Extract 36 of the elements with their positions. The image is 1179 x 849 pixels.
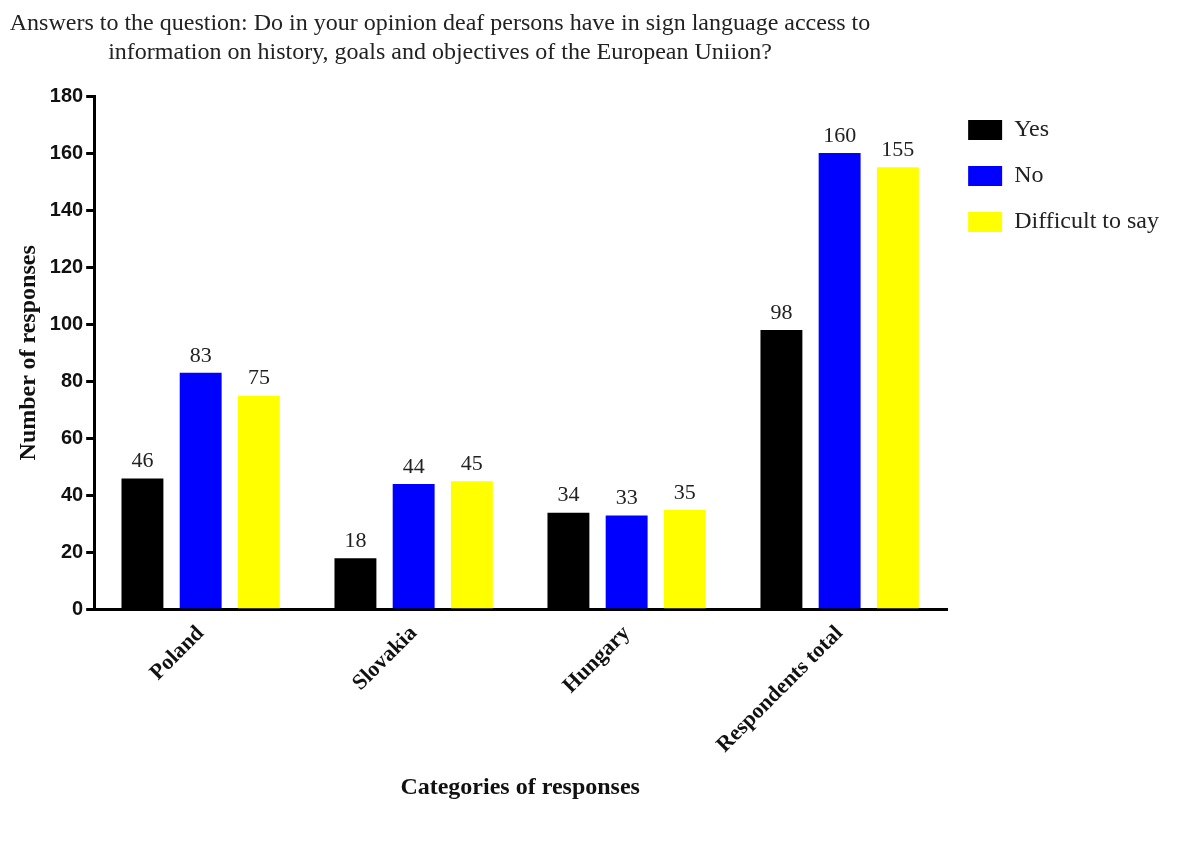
bar	[663, 509, 706, 609]
legend-label: Yes	[1014, 115, 1050, 142]
data-label: 45	[460, 450, 483, 476]
y-tick-label: 140	[49, 197, 84, 220]
data-label: 75	[247, 364, 270, 390]
data-label: 18	[344, 527, 367, 553]
data-label: 33	[615, 484, 638, 510]
data-label: 34	[557, 481, 580, 507]
bar	[818, 153, 861, 609]
x-axis-title: Categories of responses	[400, 772, 640, 799]
y-tick-label: 100	[49, 311, 84, 334]
bar	[605, 515, 648, 609]
bar	[179, 372, 222, 609]
data-label: 155	[881, 136, 915, 162]
y-tick-label: 60	[60, 425, 84, 448]
y-tick-label: 120	[49, 254, 84, 277]
chart-title: Answers to the question: Do in your opinion deaf persons have in sign language access to information on history, goals and objectives of the European Uniion?	[8, 8, 872, 66]
data-label: 35	[673, 478, 696, 504]
y-axis-title: Number of responses	[13, 245, 40, 461]
y-tick-label: 180	[49, 83, 84, 106]
data-label: 46	[131, 447, 154, 473]
y-tick-label: 160	[49, 140, 84, 163]
bar	[392, 484, 435, 609]
data-label: 160	[823, 121, 857, 147]
data-label: 44	[402, 452, 425, 478]
bar	[450, 481, 493, 609]
legend-label: No	[1014, 161, 1044, 188]
data-label: 83	[189, 341, 212, 367]
y-tick-label: 0	[72, 597, 84, 620]
y-tick-label: 20	[60, 540, 84, 563]
bar	[876, 167, 919, 609]
legend-label: Difficult to say	[1014, 207, 1160, 234]
y-tick-label: 40	[60, 483, 84, 506]
data-label: 98	[770, 298, 793, 324]
y-tick-label: 80	[60, 368, 84, 391]
bar	[237, 395, 280, 609]
